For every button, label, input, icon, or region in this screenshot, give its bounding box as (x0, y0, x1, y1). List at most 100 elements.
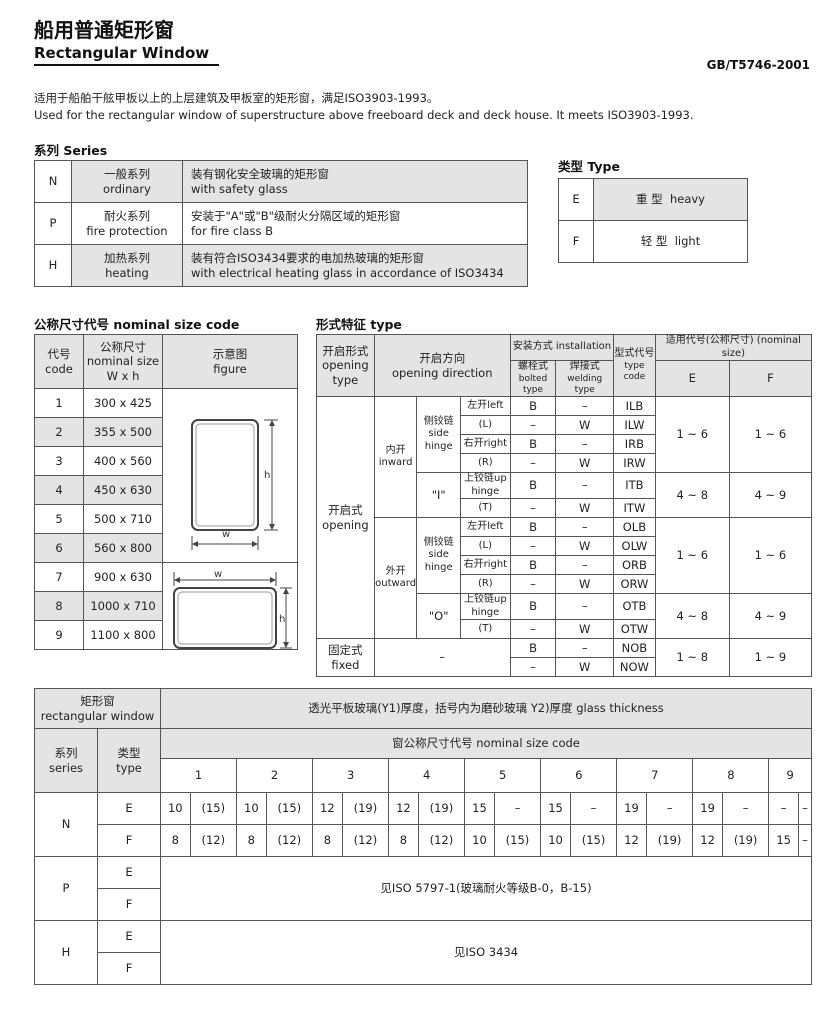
series-desc-en: for fire class B (191, 223, 274, 238)
size-code-title: 公称尺寸代号 nominal size code (34, 317, 240, 332)
size-value: 560 x 800 (83, 533, 163, 563)
series-code: N (34, 160, 72, 203)
outward-cn: 外开 (385, 565, 406, 577)
bolted-value: B (509, 434, 557, 454)
glass-thickness-value: – (569, 792, 618, 825)
type-code-value: NOB (613, 638, 656, 658)
type-code-value: ORB (613, 555, 656, 575)
page-title-en: Rectangular Window (34, 44, 210, 62)
fig-w-label: w (214, 569, 222, 580)
glass-type-E: E (97, 792, 161, 825)
glass-size-code: 8 (692, 758, 770, 793)
right-label: 右开right (459, 555, 511, 575)
glass-series-N: N (34, 792, 98, 857)
size-value: 1100 x 800 (83, 620, 163, 650)
side-hinge-en1: side (428, 549, 449, 561)
fixed-en: fixed (331, 657, 360, 672)
h-app-cn2: (公称尺寸) (705, 335, 754, 346)
glass-thickness-value: – (797, 792, 813, 825)
header-fig-cn: 示意图 (212, 347, 248, 362)
L-label: (L) (459, 536, 511, 556)
glass-thickness-value: 15 (768, 824, 799, 857)
range-E: 1 ~ 6 (654, 517, 730, 594)
glass-size-code: 2 (236, 758, 314, 793)
welding-value: W (555, 619, 615, 639)
series-desc-cn: 装有钢化安全玻璃的矩形窗 (191, 167, 329, 182)
side-hinge-en1: side (428, 428, 449, 440)
feature-table: 开启形式 opening type w 开启方向 opening directi… (316, 334, 813, 677)
glass-thickness-table: 矩形窗 rectangular window 透光平板玻璃(Y1)厚度，括号内为… (34, 688, 813, 985)
welding-value: – (555, 396, 615, 416)
series-code: P (34, 202, 72, 245)
bolted-value: – (509, 657, 557, 677)
description-en: Used for the rectangular window of super… (34, 108, 694, 122)
fig-w-label: w (222, 529, 230, 540)
left-label: 左开left (459, 396, 511, 416)
bolted-value: – (509, 619, 557, 639)
size-code: 7 (34, 562, 84, 592)
type-en: light (674, 234, 701, 249)
range-F: 4 ~ 9 (728, 472, 813, 518)
welding-value: – (555, 517, 615, 537)
welding-value: – (555, 638, 615, 658)
series-desc-cn: 装有符合ISO3434要求的电加热玻璃的矩形窗 (191, 251, 425, 266)
bolted-value: B (509, 396, 557, 416)
R-label: (R) (459, 574, 511, 594)
h-bolted-cn: 螺栓式 (518, 361, 548, 372)
type-code-value: ILB (613, 396, 656, 416)
left-label: 左开left (459, 517, 511, 537)
glass-P-text: 见ISO 5797-1(玻璃耐火等级B-0，B-15) (160, 856, 812, 921)
glass-thickness-value: 19 (692, 792, 723, 825)
glass-type-E: E (97, 856, 161, 889)
glass-thickness-value: 10 (540, 824, 571, 857)
glass-thickness-value: (12) (265, 824, 314, 857)
bolted-value: – (509, 498, 557, 518)
size-code: 1 (34, 388, 84, 418)
bolted-value: – (509, 536, 557, 556)
T-label: (T) (459, 498, 511, 518)
size-value: 355 x 500 (83, 417, 163, 447)
type-table: E 重 型 heavy F 轻 型 light (558, 178, 748, 263)
header-welding: 焊接式 welding type (555, 360, 615, 397)
type-code: F (558, 220, 594, 263)
size-header-code: 代号 code (34, 334, 84, 389)
series-title: 系列 Series (34, 143, 108, 158)
welding-value: W (555, 657, 615, 677)
series-desc: 安装于"A"或"B"级耐火分隔区域的矩形窗 for fire class B (182, 202, 528, 245)
header-install: 安装方式 installation (509, 334, 615, 361)
glass-thickness-value: (19) (721, 824, 770, 857)
type-code-value: ILW (613, 415, 656, 435)
series-name: 加热系列 heating (71, 244, 183, 287)
h-direction-en: opening direction (391, 365, 493, 380)
range-F: 1 ~ 9 (728, 638, 813, 677)
h-app-cn: 适用代号 (665, 335, 706, 346)
fixed-cn: 固定式 (328, 643, 363, 658)
glass-thickness-value: – (493, 792, 542, 825)
glass-thickness-value: – (768, 792, 799, 825)
L-label: (L) (459, 415, 511, 435)
type-code-value: ITW (613, 498, 656, 518)
type-code-value: ORW (613, 574, 656, 594)
O-label: "O" (416, 593, 461, 639)
series-name-cn: 耐火系列 (104, 209, 150, 224)
series-table: N 一般系列 ordinary 装有钢化安全玻璃的矩形窗 with safety… (34, 160, 528, 287)
size-code: 8 (34, 591, 84, 621)
size-code: 9 (34, 620, 84, 650)
up-hinge-label: 上铰链up hinge (459, 472, 511, 499)
glass-thickness-value: – (721, 792, 770, 825)
glass-thickness-value: (15) (569, 824, 618, 857)
glass-thickness-value: 12 (692, 824, 723, 857)
size-code: 2 (34, 417, 84, 447)
bolted-value: – (509, 574, 557, 594)
inward-cell: 内开 inward (373, 396, 418, 518)
glass-thickness-value: 12 (616, 824, 647, 857)
glass-thickness-value: 8 (312, 824, 343, 857)
series-name: 耐火系列 fire protection (71, 202, 183, 245)
window-portrait-figure: w h (191, 419, 278, 550)
type-code-value: OTB (613, 593, 656, 620)
size-code: 4 (34, 475, 84, 505)
range-E: 4 ~ 8 (654, 593, 730, 639)
size-code-table: 代号 code 公称尺寸 nominal size W x h 示意图 figu… (34, 334, 298, 650)
glass-size-code: 6 (540, 758, 618, 793)
outward-cell: 外开 outward (373, 517, 418, 639)
